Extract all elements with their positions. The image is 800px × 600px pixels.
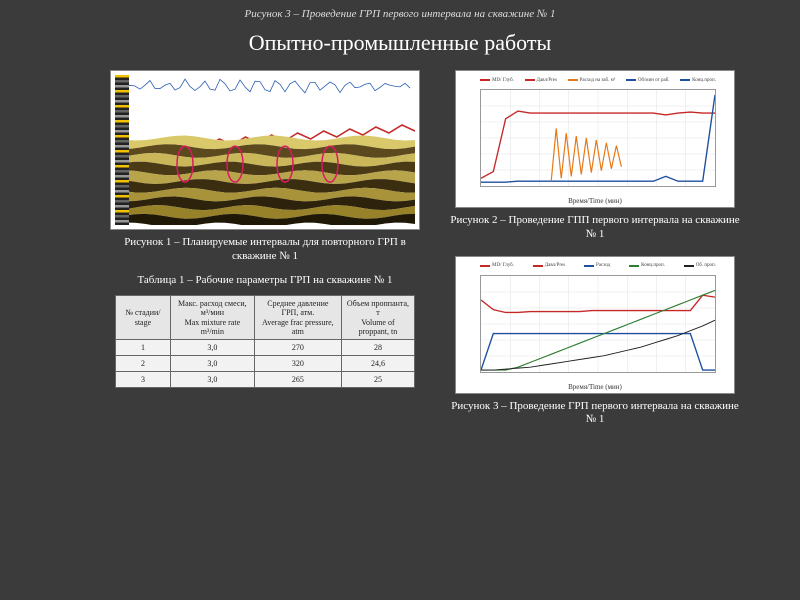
legend-item: Расход — [584, 263, 610, 268]
figure-1: Рисунок 1 – Планируемые интервалы для по… — [110, 70, 420, 264]
figure-3-plot-area — [480, 275, 716, 373]
table-row: 13,027028 — [116, 340, 415, 356]
legend-item: Давл/Pres — [525, 78, 557, 83]
table-cell: 24,6 — [341, 356, 414, 372]
table-cell: 3,0 — [170, 356, 254, 372]
figure-3-xlabel: Время/Time (мин) — [456, 383, 734, 391]
main-title: Опытно-промышленные работы — [0, 30, 800, 56]
params-table: № стадии/ stageМакс. расход смеси, м³/ми… — [115, 295, 415, 388]
figure-1-caption: Рисунок 1 – Планируемые интервалы для по… — [110, 236, 420, 264]
table-cell: 3 — [116, 372, 171, 388]
figure-3-legend: MD/ Глуб. Давл/Pres Расход Конц.проп. Об. пр… — [480, 259, 716, 273]
table-header-cell: Среднее давление ГРП, атм.Average frac p… — [254, 296, 341, 340]
table-cell: 1 — [116, 340, 171, 356]
table-caption: Таблица 1 – Рабочие параметры ГРП на скв… — [137, 274, 392, 288]
table-cell: 3,0 — [170, 372, 254, 388]
table-cell: 265 — [254, 372, 341, 388]
table-cell: 25 — [341, 372, 414, 388]
figure-3: MD/ Глуб. Давл/Pres Расход Конц.проп. Об. пр… — [450, 256, 740, 428]
table-header-cell: Макс. расход смеси, м³/минMax mixture ra… — [170, 296, 254, 340]
figure-1-frame — [110, 70, 420, 230]
figure-3-caption: Рисунок 3 – Проведение ГРП первого интер… — [450, 400, 740, 428]
legend-item: Давл/Pres — [533, 263, 565, 268]
well-log-chart — [115, 75, 415, 225]
legend-item: Об/мин от раб. — [626, 78, 670, 83]
figure-2-caption: Рисунок 2 – Проведение ГПП первого интер… — [450, 214, 740, 242]
figure-2-frame: MD/ Глуб. Давл/Pres Расход на заб. м³ Об/ми… — [455, 70, 735, 208]
table-header-cell: Объем проппанта, тVolume of proppant, tn — [341, 296, 414, 340]
figure-3-chart — [481, 276, 715, 372]
content-grid: Рисунок 1 – Планируемые интервалы для по… — [0, 70, 800, 437]
table-cell: 2 — [116, 356, 171, 372]
table-cell: 3,0 — [170, 340, 254, 356]
table-row: 33,026525 — [116, 372, 415, 388]
legend-item: Конц.проп. — [680, 78, 716, 83]
figure-2-chart — [481, 90, 715, 186]
legend-item: MD/ Глуб. — [480, 78, 514, 83]
figure-2-xlabel: Время/Time (мин) — [456, 197, 734, 205]
figure-2-legend: MD/ Глуб. Давл/Pres Расход на заб. м³ Об/ми… — [480, 73, 716, 87]
legend-item: Расход на заб. м³ — [568, 78, 616, 83]
table-header-cell: № стадии/ stage — [116, 296, 171, 340]
left-column: Рисунок 1 – Планируемые интервалы для по… — [110, 70, 420, 427]
table-header-row: № стадии/ stageМакс. расход смеси, м³/ми… — [116, 296, 415, 340]
table-row: 23,032024,6 — [116, 356, 415, 372]
figure-2-plot-area — [480, 89, 716, 187]
legend-item: MD/ Глуб. — [480, 263, 514, 268]
legend-item: Об. проп. — [684, 263, 716, 268]
right-column: MD/ Глуб. Давл/Pres Расход на заб. м³ Об/ми… — [450, 70, 740, 427]
table-cell: 270 — [254, 340, 341, 356]
legend-item: Конц.проп. — [629, 263, 665, 268]
table-cell: 28 — [341, 340, 414, 356]
figure-3-frame: MD/ Глуб. Давл/Pres Расход Конц.проп. Об. пр… — [455, 256, 735, 394]
table-cell: 320 — [254, 356, 341, 372]
header-caption: Рисунок 3 – Проведение ГРП первого интер… — [0, 0, 800, 20]
table-body: 13,02702823,032024,633,026525 — [116, 340, 415, 388]
figure-2: MD/ Глуб. Давл/Pres Расход на заб. м³ Об/ми… — [450, 70, 740, 242]
